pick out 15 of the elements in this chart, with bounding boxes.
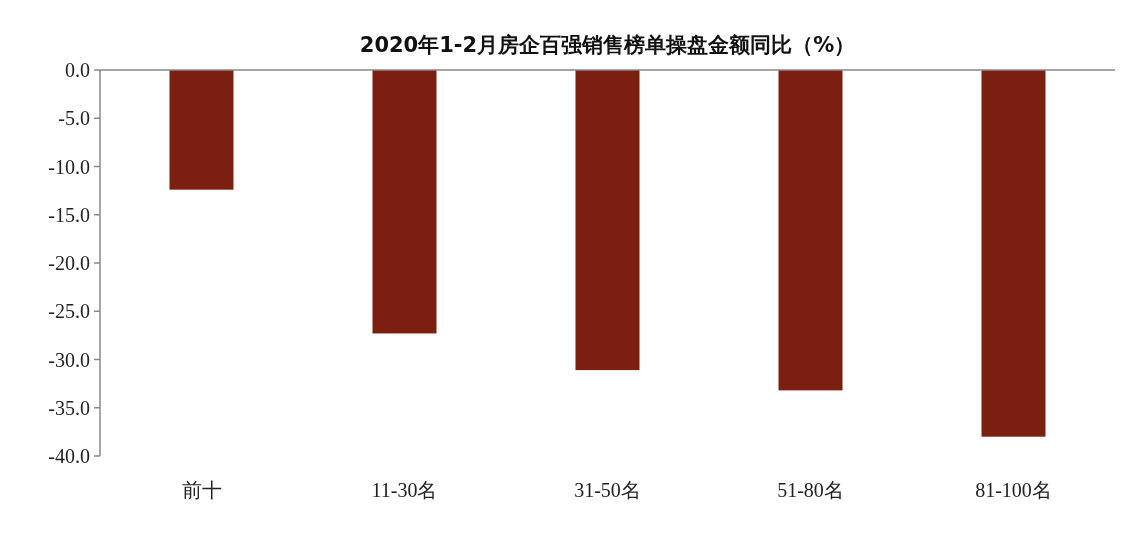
y-tick-label: -15.0 (48, 203, 90, 226)
y-tick-label: -40.0 (48, 445, 90, 467)
y-tick-label: -20.0 (48, 252, 90, 274)
y-tick-label: -30.0 (48, 348, 90, 371)
y-tick-label: 0.0 (65, 59, 90, 81)
x-tick-label: 31-50名 (574, 479, 641, 501)
y-tick-label: -10.0 (48, 155, 90, 178)
x-tick-label: 81-100名 (975, 479, 1052, 501)
x-tick-label: 前十 (181, 479, 222, 501)
x-tick-label: 11-30名 (371, 479, 438, 501)
chart-title: 2020年1-2月房企百强销售榜单操盘金额同比（%） (359, 33, 856, 57)
y-tick-label: -35.0 (48, 396, 90, 419)
y-tick-label: -5.0 (58, 107, 90, 130)
x-tick-label: 51-80名 (777, 479, 844, 501)
y-tick-label: -25.0 (48, 300, 90, 323)
